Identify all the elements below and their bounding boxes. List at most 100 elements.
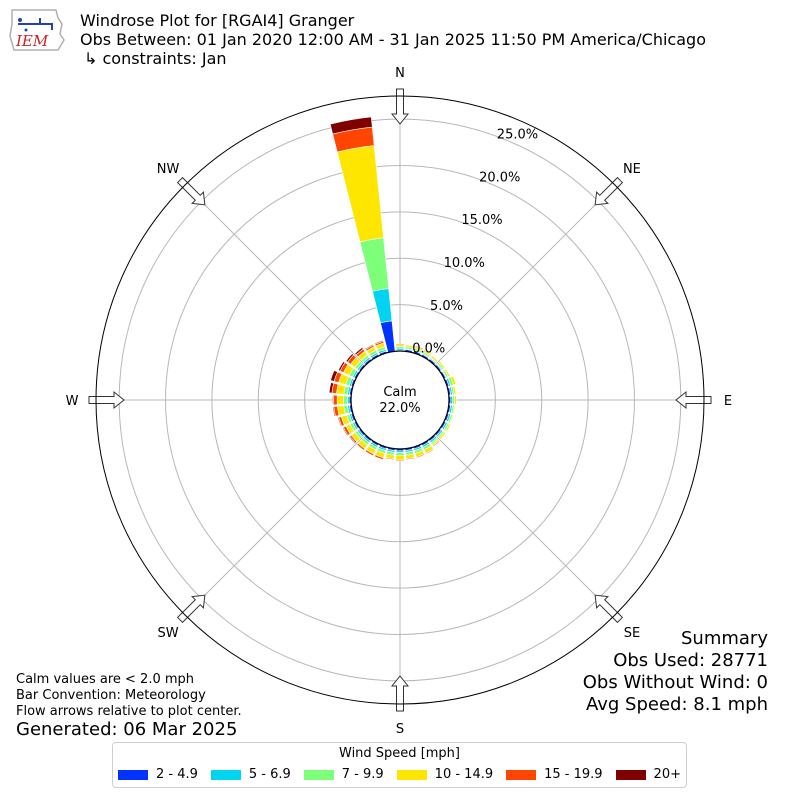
wind-bar-segment bbox=[450, 375, 457, 386]
legend-label: 5 - 6.9 bbox=[248, 767, 291, 782]
wind-bar-segment bbox=[336, 395, 345, 405]
radial-tick-labels: 0.0% 5.0% 10.0% 15.0% 20.0% 25.0% bbox=[412, 128, 538, 357]
legend-label: 2 - 4.9 bbox=[156, 767, 198, 782]
legend-swatch bbox=[615, 769, 646, 780]
summary-heading: Summary bbox=[681, 628, 768, 649]
wind-bar-segment bbox=[359, 237, 390, 292]
grid-spoke bbox=[399, 399, 616, 616]
wind-bar-segment bbox=[342, 426, 349, 437]
wind-bar-segment bbox=[438, 431, 447, 440]
wind-bars bbox=[328, 116, 457, 462]
arrow-shape bbox=[594, 176, 624, 206]
radial-tick-label: 15.0% bbox=[461, 213, 502, 228]
wind-bar-segment bbox=[332, 406, 336, 417]
wind-bar-segment bbox=[443, 368, 451, 378]
wind-bar-segment bbox=[356, 442, 366, 451]
chart-title: Windrose Plot for [RGAI4] Granger Obs Be… bbox=[80, 11, 706, 68]
summary-obs-used: Obs Used: 28771 bbox=[613, 650, 768, 671]
title-line-3: ↳ constraints: Jan bbox=[84, 49, 227, 68]
direction-arrow bbox=[390, 675, 410, 712]
legend-item: 5 - 6.9 bbox=[210, 767, 291, 782]
radial-tick-label: 0.0% bbox=[412, 342, 445, 357]
wind-bar-segment bbox=[336, 145, 384, 243]
notes-block: Calm values are < 2.0 mph Bar Convention… bbox=[16, 672, 242, 720]
direction-arrow bbox=[594, 594, 624, 624]
iem-logo: IEM bbox=[9, 9, 65, 51]
wind-bar-segment bbox=[345, 353, 354, 363]
summary-avg-speed: Avg Speed: 8.1 mph bbox=[586, 694, 768, 715]
legend: Wind Speed [mph] 2 - 4.9 5 - 6.9 7 - 9.9… bbox=[112, 742, 687, 788]
wind-bar-segment bbox=[395, 452, 405, 456]
wind-bar-segment bbox=[432, 440, 441, 447]
legend-label: 20+ bbox=[653, 767, 681, 782]
wind-bar-segment bbox=[332, 394, 334, 406]
direction-label: NW bbox=[157, 162, 180, 177]
legend-title: Wind Speed [mph] bbox=[339, 746, 460, 761]
legend-item: 7 - 9.9 bbox=[303, 767, 384, 782]
wind-bar-segment bbox=[395, 343, 405, 345]
arrow-shape bbox=[390, 88, 410, 125]
wind-bar-segment bbox=[454, 395, 457, 405]
wind-bar-segment bbox=[405, 457, 416, 461]
bar-convention-note: Bar Convention: Meteorology bbox=[16, 688, 206, 703]
arrow-shape bbox=[594, 594, 624, 624]
direction-arrow bbox=[88, 390, 125, 410]
legend-swatch bbox=[506, 769, 537, 780]
direction-arrow bbox=[390, 88, 410, 125]
title-line-2: Obs Between: 01 Jan 2020 12:00 AM - 31 J… bbox=[80, 30, 706, 49]
arrow-shape bbox=[675, 390, 712, 410]
wind-bar-segment bbox=[328, 382, 334, 394]
wind-bar-segment bbox=[333, 394, 338, 406]
wind-bar-segment bbox=[415, 453, 426, 459]
legend-item: 15 - 19.9 bbox=[506, 767, 603, 782]
direction-arrow bbox=[675, 390, 712, 410]
wind-bar-segment bbox=[354, 347, 364, 356]
wind-bar-segment bbox=[348, 435, 356, 445]
direction-label: SE bbox=[624, 626, 640, 641]
wind-bar-segment bbox=[414, 345, 424, 350]
wind-bar-segment bbox=[438, 360, 446, 370]
direction-label: SW bbox=[158, 626, 179, 641]
wind-bar-segment bbox=[343, 395, 348, 405]
calm-note: Calm values are < 2.0 mph bbox=[16, 672, 195, 687]
legend-label: 7 - 9.9 bbox=[341, 767, 384, 782]
radial-tick-label: 20.0% bbox=[479, 170, 520, 185]
wind-bar-segment bbox=[423, 348, 433, 355]
flow-note: Flow arrows relative to plot center. bbox=[16, 704, 242, 719]
direction-arrow bbox=[176, 594, 206, 624]
calm-circle bbox=[350, 350, 450, 450]
wind-bar-segment bbox=[395, 455, 405, 461]
legend-item: 20+ bbox=[615, 767, 681, 782]
direction-label: N bbox=[395, 66, 405, 81]
wind-bar-segment bbox=[329, 116, 373, 135]
wind-bar-segment bbox=[444, 423, 452, 433]
wind-bar-segment bbox=[337, 361, 346, 372]
generated-date: Generated: 06 Mar 2025 bbox=[16, 719, 238, 740]
logo-text: IEM bbox=[15, 32, 49, 50]
legend-swatch bbox=[303, 769, 334, 780]
wind-bar-segment bbox=[452, 405, 456, 414]
calm-value: 22.0% bbox=[379, 401, 420, 416]
direction-label: NE bbox=[623, 162, 641, 177]
grid-spoke bbox=[399, 184, 616, 401]
arrow-shape bbox=[176, 594, 206, 624]
grid-spoke bbox=[184, 184, 401, 401]
wind-bar-segment bbox=[405, 344, 414, 349]
legend-item: 2 - 4.9 bbox=[118, 767, 198, 782]
summary-block: Summary Obs Used: 28771 Obs Without Wind… bbox=[583, 628, 768, 716]
arrow-shape bbox=[176, 176, 206, 206]
wind-bar-segment bbox=[330, 370, 338, 382]
outer-circle bbox=[95, 95, 705, 705]
legend-swatch bbox=[210, 769, 241, 780]
grid-spoke bbox=[184, 399, 401, 616]
wind-bar-segment bbox=[425, 448, 435, 455]
direction-arrow bbox=[594, 176, 624, 206]
direction-label: W bbox=[66, 394, 79, 409]
legend-label: 10 - 14.9 bbox=[434, 767, 494, 782]
wind-bar-segment bbox=[374, 454, 384, 461]
radial-tick-label: 10.0% bbox=[444, 256, 485, 271]
wind-bar-segment bbox=[372, 288, 393, 324]
wind-bar-segment bbox=[452, 385, 457, 395]
wind-bar-segment bbox=[364, 449, 375, 457]
